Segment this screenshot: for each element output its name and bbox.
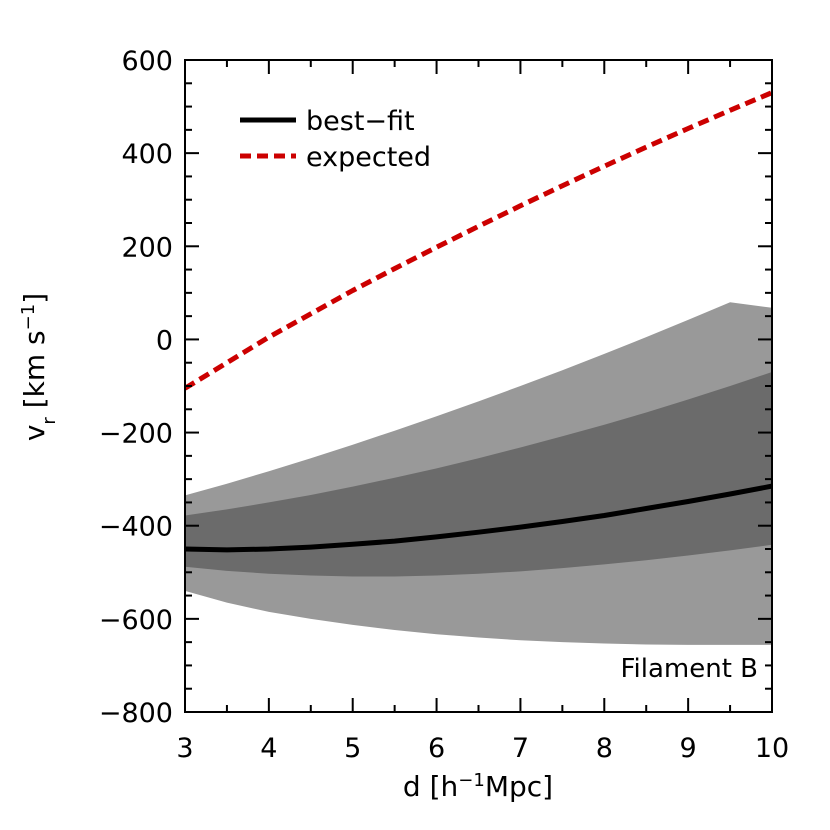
y-tick-label: −600 [99,605,173,636]
series-line-best-fit [185,483,772,553]
series-lines [185,90,772,553]
filament-annotation: Filament B [620,654,758,684]
axis-ticks [184,59,773,713]
x-tick-label: 10 [755,733,789,764]
legend-label-expected: expected [306,142,431,173]
y-tick-label: 400 [121,139,173,170]
x-tick-label: 5 [344,733,361,764]
y-tick-label: −400 [99,512,173,543]
x-tick-label: 6 [428,733,445,764]
x-tick-label: 3 [176,733,193,764]
x-tick-label: 4 [260,733,277,764]
x-axis-label: d [h−1Mpc] [403,770,553,804]
y-axis-label: vr [km s−1] [18,293,60,441]
y-tick-label: 200 [121,232,173,263]
x-tick-labels: 3 4 5 6 7 8 9 10 [176,733,789,764]
y-tick-label: 600 [121,46,173,77]
confidence-bands [185,302,772,645]
y-tick-label: −200 [99,419,173,450]
band-inner [185,372,772,577]
x-tick-label: 7 [512,733,529,764]
series-line-expected [185,90,772,391]
y-tick-label: 0 [156,325,173,356]
x-tick-label: 9 [680,733,697,764]
y-tick-label: −800 [99,698,173,729]
legend-label-best-fit: best−fit [306,106,415,137]
y-tick-labels: −800 −600 −400 −200 0 200 400 600 [99,46,173,729]
x-tick-label: 8 [596,733,613,764]
legend: best−fit expected [240,106,431,173]
